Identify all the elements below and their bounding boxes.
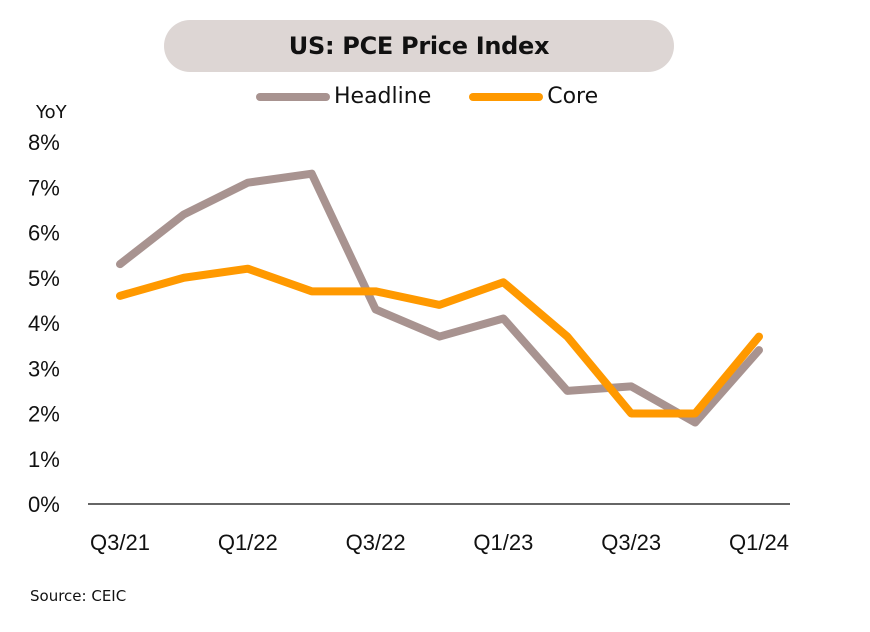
chart-title-banner: US: PCE Price Index [164, 20, 674, 72]
y-tick-label: 8% [28, 130, 60, 155]
x-tick-label: Q1/24 [729, 530, 789, 555]
x-tick-label: Q1/23 [473, 530, 533, 555]
x-tick-label: Q3/22 [346, 530, 406, 555]
x-tick-label: Q3/21 [90, 530, 150, 555]
y-tick-label: 3% [28, 356, 60, 381]
y-axis-label: YoY [36, 102, 67, 123]
series-line-core [116, 264, 763, 418]
y-tick-label: 2% [28, 402, 60, 427]
legend: Headline Core [256, 84, 636, 109]
legend-item-core: Core [469, 84, 598, 109]
series-line-headline [116, 169, 763, 427]
y-tick-label: 4% [28, 311, 60, 336]
source-note: Source: CEIC [30, 587, 127, 605]
legend-swatch-headline [256, 92, 330, 101]
y-tick-label: 6% [28, 221, 60, 246]
legend-swatch-core [469, 92, 544, 101]
y-tick-label: 5% [28, 266, 60, 291]
legend-label-headline: Headline [334, 84, 432, 109]
y-tick-label: 0% [28, 492, 60, 517]
legend-label-core: Core [547, 84, 599, 109]
chart-title: US: PCE Price Index [288, 32, 550, 60]
y-tick-label: 1% [28, 447, 60, 472]
y-tick-label: 7% [28, 175, 60, 200]
x-tick-label: Q3/23 [601, 530, 661, 555]
x-tick-label: Q1/22 [218, 530, 278, 555]
legend-item-headline: Headline [256, 84, 431, 109]
